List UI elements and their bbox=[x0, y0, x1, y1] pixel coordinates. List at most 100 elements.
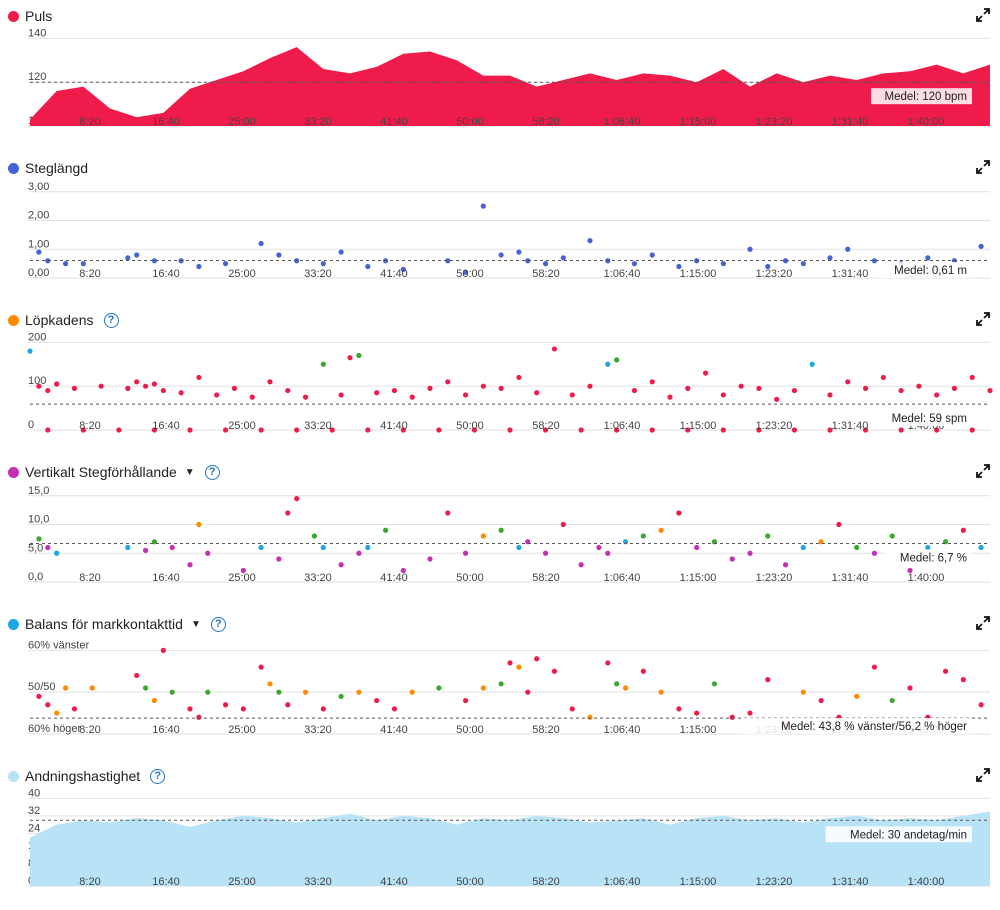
x-tick-label: 1:06:40 bbox=[604, 116, 641, 128]
data-point bbox=[738, 383, 744, 389]
x-tick-label: 33:20 bbox=[304, 268, 332, 280]
legend-dot-icon bbox=[8, 618, 19, 630]
data-point bbox=[222, 261, 229, 267]
y-tick-label: 15,0 bbox=[28, 485, 49, 497]
panel-lopkadens: Löpkadens ? 0 100 200 8:20 16:40 25:00 33:20 41… bbox=[0, 304, 1000, 454]
average-label: Medel: 43,8 % vänster/56,2 % höger bbox=[781, 721, 967, 733]
y-tick-label: 0,00 bbox=[28, 267, 49, 279]
data-point bbox=[151, 258, 158, 264]
average-label: Medel: 30 andetag/min bbox=[850, 829, 967, 841]
data-point bbox=[178, 390, 184, 396]
data-point bbox=[365, 544, 371, 551]
data-point bbox=[151, 697, 158, 704]
legend-dot-icon bbox=[8, 162, 19, 174]
x-tick-label: 58:20 bbox=[532, 116, 560, 128]
average-label-background bbox=[825, 826, 972, 843]
data-point bbox=[409, 689, 415, 695]
help-icon[interactable]: ? bbox=[210, 616, 226, 632]
x-tick-label: 25:00 bbox=[228, 420, 256, 432]
expand-icon[interactable] bbox=[976, 464, 990, 478]
data-point bbox=[125, 255, 131, 261]
help-icon[interactable]: ? bbox=[103, 312, 119, 328]
panel-title: Vertikalt Stegförhållande bbox=[25, 464, 177, 480]
panel-puls: Puls 1001201408:2016:4025:0033:2041:4050… bbox=[0, 0, 1000, 150]
x-tick-label: 1:31:40 bbox=[832, 876, 869, 888]
x-tick-label: 1:15:00 bbox=[680, 268, 717, 280]
data-point bbox=[36, 693, 42, 699]
x-tick-label: 58:20 bbox=[532, 876, 560, 888]
data-point bbox=[276, 252, 282, 258]
data-point bbox=[329, 427, 335, 433]
x-tick-label: 8:20 bbox=[79, 116, 100, 128]
data-point bbox=[498, 385, 504, 391]
data-point bbox=[640, 668, 646, 674]
y-tick-label: 200 bbox=[28, 332, 46, 343]
data-point bbox=[809, 361, 815, 367]
data-point bbox=[578, 562, 584, 568]
data-point bbox=[880, 374, 886, 381]
data-point bbox=[258, 664, 264, 670]
data-point bbox=[507, 660, 513, 666]
x-tick-label: 1:06:40 bbox=[604, 876, 641, 888]
data-point bbox=[462, 392, 469, 398]
data-point bbox=[285, 510, 291, 516]
help-icon[interactable]: ? bbox=[204, 464, 220, 480]
data-point bbox=[756, 385, 762, 391]
expand-icon[interactable] bbox=[976, 768, 990, 782]
data-point bbox=[391, 387, 398, 394]
data-point bbox=[36, 536, 42, 542]
data-point bbox=[462, 269, 469, 275]
dropdown-caret-icon[interactable]: ▼ bbox=[190, 618, 201, 630]
panel-title: Löpkadens bbox=[25, 312, 94, 328]
data-point bbox=[622, 685, 629, 691]
x-tick-label: 50:00 bbox=[456, 572, 484, 584]
data-point bbox=[854, 693, 860, 699]
data-point bbox=[791, 427, 798, 433]
data-point bbox=[187, 427, 193, 433]
data-point bbox=[125, 544, 131, 551]
data-point bbox=[951, 385, 958, 391]
data-point bbox=[969, 374, 975, 381]
x-tick-label: 1:40:00 bbox=[908, 572, 945, 584]
data-point bbox=[845, 246, 851, 252]
data-point bbox=[987, 387, 993, 394]
data-point bbox=[978, 243, 984, 249]
x-tick-label: 8:20 bbox=[79, 876, 100, 888]
data-point bbox=[934, 427, 940, 433]
data-point bbox=[569, 392, 575, 398]
data-point bbox=[578, 427, 584, 433]
x-tick-label: 33:20 bbox=[304, 116, 332, 128]
data-point bbox=[889, 533, 895, 539]
data-point bbox=[54, 710, 60, 716]
help-icon[interactable]: ? bbox=[150, 768, 166, 784]
data-point bbox=[338, 392, 344, 398]
data-point bbox=[445, 379, 451, 385]
data-point bbox=[231, 385, 238, 391]
data-point bbox=[498, 527, 504, 533]
data-point bbox=[605, 660, 611, 666]
data-point bbox=[747, 246, 753, 252]
data-point bbox=[871, 550, 878, 556]
expand-icon[interactable] bbox=[976, 312, 990, 326]
x-tick-label: 16:40 bbox=[152, 572, 180, 584]
x-tick-label: 58:20 bbox=[532, 572, 560, 584]
data-point bbox=[898, 387, 904, 394]
data-point bbox=[960, 677, 966, 683]
data-point bbox=[285, 387, 291, 394]
area-series bbox=[30, 47, 990, 127]
panel-title: Steglängd bbox=[25, 160, 89, 176]
data-point bbox=[658, 527, 664, 533]
data-point bbox=[436, 427, 442, 433]
expand-icon[interactable] bbox=[976, 8, 990, 22]
expand-icon[interactable] bbox=[976, 160, 990, 174]
expand-icon[interactable] bbox=[976, 616, 990, 630]
data-point bbox=[400, 427, 406, 433]
data-point bbox=[196, 714, 202, 720]
data-point bbox=[169, 689, 175, 695]
x-tick-label: 50:00 bbox=[456, 420, 484, 432]
data-point bbox=[36, 383, 42, 389]
y-tick-label: 5,0 bbox=[28, 542, 43, 554]
dropdown-caret-icon[interactable]: ▼ bbox=[184, 466, 195, 478]
data-point bbox=[276, 556, 282, 562]
data-point bbox=[498, 681, 504, 687]
